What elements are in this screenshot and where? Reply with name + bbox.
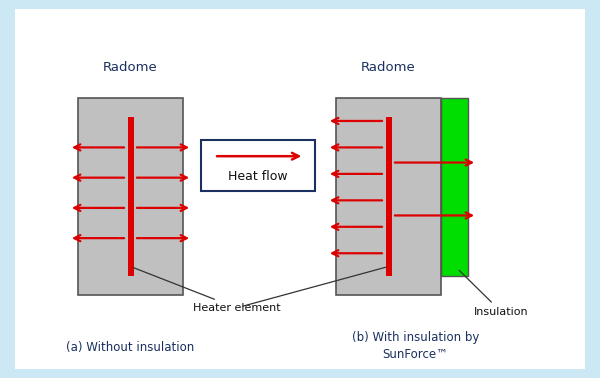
Text: Radome: Radome <box>103 61 158 74</box>
Text: Heater element: Heater element <box>133 268 281 313</box>
Text: (b) With insulation by
SunForce™: (b) With insulation by SunForce™ <box>352 331 479 361</box>
Bar <box>386 117 392 276</box>
Bar <box>336 98 441 295</box>
Text: Radome: Radome <box>361 61 416 74</box>
Bar <box>441 98 468 276</box>
Text: (a) Without insulation: (a) Without insulation <box>67 341 194 354</box>
Bar <box>78 98 183 295</box>
Bar <box>128 117 133 276</box>
Bar <box>201 140 315 191</box>
Text: Heat flow: Heat flow <box>228 170 288 183</box>
Text: Insulation: Insulation <box>459 270 529 317</box>
